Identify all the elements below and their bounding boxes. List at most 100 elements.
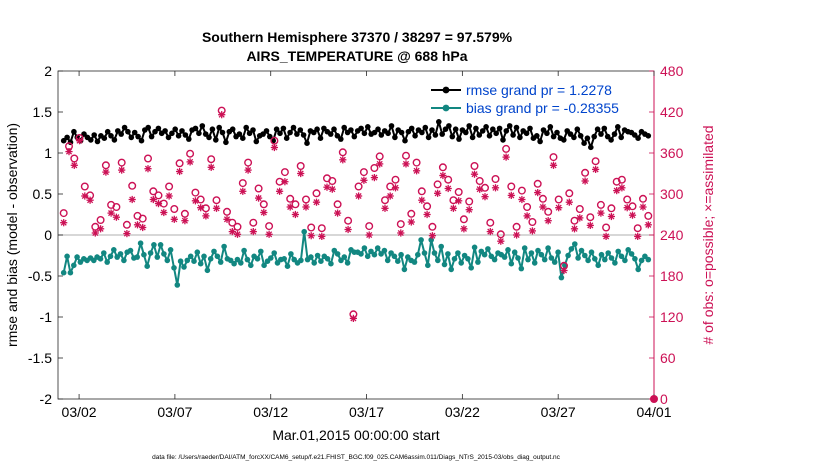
y-tick-label-left: -1.5 (28, 350, 52, 366)
rmse-point (581, 140, 587, 146)
rmse-point (408, 125, 415, 132)
rmse-point (645, 133, 652, 139)
possible-point (375, 152, 384, 161)
rmse-point (486, 133, 493, 139)
bias-point (645, 256, 652, 263)
rmse-point (94, 138, 101, 145)
possible-point (307, 223, 316, 232)
rmse-point (125, 128, 131, 135)
bias-point (521, 245, 528, 251)
bias-point (311, 260, 318, 266)
y-tick-label-left: 2 (44, 63, 52, 79)
possible-point (238, 179, 247, 188)
rmse-point (577, 133, 584, 139)
assimilated-point (628, 211, 637, 219)
bias-point (455, 250, 461, 256)
assimilated-point (75, 137, 84, 145)
bias-point (598, 251, 605, 258)
assimilated-point (276, 187, 284, 195)
possible-point (475, 176, 484, 185)
possible-point (454, 187, 463, 196)
bias-point (328, 260, 334, 267)
bias-point (147, 250, 154, 256)
rmse-point (611, 131, 618, 137)
assimilated-point (444, 184, 452, 193)
assimilated-point (249, 228, 257, 236)
rmse-point (273, 126, 280, 132)
bias-point (284, 263, 291, 270)
rmse-point (534, 133, 540, 139)
assimilated-point (202, 212, 210, 220)
possible-point (175, 159, 184, 168)
bias-point (104, 259, 110, 265)
rmse-point (594, 126, 601, 132)
assimilated-point (634, 232, 642, 240)
possible-point (444, 175, 453, 184)
assimilated-point (591, 165, 600, 173)
rmse-point (263, 128, 270, 134)
possible-point (423, 202, 432, 211)
bias-point (451, 255, 458, 262)
possible-point (428, 222, 437, 231)
bias-point (258, 248, 264, 255)
assimilated-point (65, 148, 73, 156)
rmse-point (591, 133, 597, 140)
rmse-point (216, 124, 222, 131)
rmse-point (300, 132, 307, 138)
possible-point (165, 182, 174, 191)
bias-point (268, 255, 274, 261)
chart-title-line1: Southern Hemisphere 37370 / 38297 = 97.5… (202, 29, 513, 45)
possible-point (396, 220, 405, 229)
bias-point (618, 253, 625, 260)
rmse-point (108, 133, 114, 139)
bias-point (491, 256, 498, 263)
bias-point (551, 259, 558, 265)
possible-point (344, 216, 353, 225)
possible-point (280, 168, 289, 177)
assimilated-point (344, 225, 352, 234)
bias-point (418, 237, 424, 243)
rmse-point (449, 133, 456, 140)
rmse-point (243, 124, 249, 131)
bias-point (241, 247, 247, 254)
assimilated-point (413, 167, 421, 175)
possible-point (470, 161, 479, 170)
rmse-point (213, 137, 219, 143)
rmse-point (588, 144, 594, 151)
rmse-point (196, 130, 202, 137)
assimilated-point (139, 223, 147, 232)
bias-point (595, 262, 601, 269)
possible-point (80, 182, 89, 191)
bias-point (428, 237, 435, 243)
possible-point (459, 215, 468, 224)
possible-point (486, 218, 495, 227)
rmse-point (550, 133, 557, 140)
assimilated-point (91, 229, 99, 237)
bias-point (151, 242, 157, 248)
legend-marker-rmse (442, 86, 450, 94)
bias-point (632, 255, 638, 262)
bias-point (231, 260, 237, 267)
rmse-point (111, 137, 118, 143)
possible-point (249, 218, 258, 227)
bias-point (411, 259, 418, 265)
rmse-point (517, 134, 523, 141)
rmse-point (402, 137, 408, 144)
rmse-point (331, 126, 337, 132)
assimilated-point (212, 204, 221, 212)
possible-point (586, 213, 595, 222)
y-tick-label-left: -0.5 (28, 268, 52, 284)
possible-point (417, 187, 426, 196)
assimilated-point (191, 197, 199, 205)
bias-point (572, 241, 578, 247)
bias-point (588, 249, 595, 255)
x-tick-label: 04/01 (636, 404, 671, 420)
bias-point (161, 251, 167, 257)
bias-point (565, 252, 571, 259)
bias-point (531, 260, 538, 266)
chart-title-line2: AIRS_TEMPERATURE @ 688 hPa (246, 48, 467, 64)
rmse-point (527, 125, 533, 132)
y-tick-label-right: 120 (660, 309, 684, 325)
bias-point (60, 269, 67, 276)
y-tick-label-left: -1 (40, 309, 53, 325)
